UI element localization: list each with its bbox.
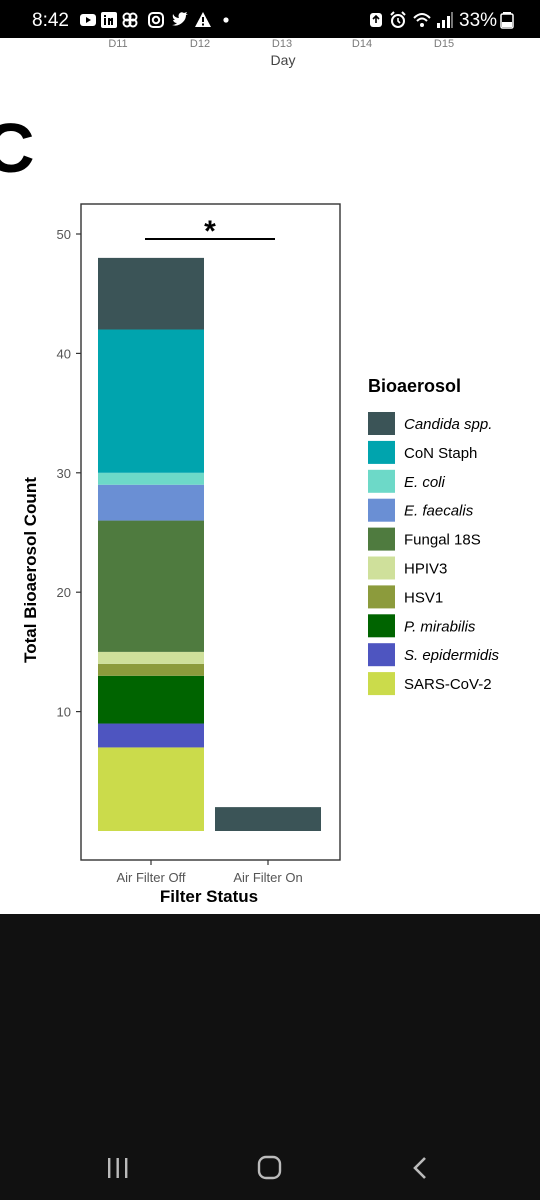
status-bar: 8:42 33% <box>0 0 540 38</box>
bar-segment <box>98 520 204 652</box>
previous-x-axis-title: Day <box>270 52 296 68</box>
bar-segment <box>98 257 204 330</box>
legend-label: S. epidermidis <box>404 647 500 664</box>
legend-label: P. mirabilis <box>404 618 476 635</box>
x-tick-label: Air Filter On <box>233 870 302 885</box>
bar-segment <box>98 484 204 521</box>
clock: 8:42 <box>32 10 69 31</box>
signal-icon <box>437 12 453 28</box>
recent-apps-icon[interactable] <box>106 1157 130 1179</box>
home-icon[interactable] <box>257 1155 283 1181</box>
x-axis-title: Filter Status <box>160 887 258 906</box>
panel-letter: C <box>0 109 35 187</box>
bar-segment <box>98 651 204 664</box>
bar-segment <box>98 747 204 831</box>
y-tick-label: 30 <box>57 466 71 481</box>
youtube-icon <box>80 14 96 26</box>
previous-chart-axis: D11 D12 D13 D14 D15 Day <box>0 38 540 70</box>
legend-title: Bioaerosol <box>368 376 461 396</box>
linkedin-icon <box>101 12 117 28</box>
legend-swatch <box>368 469 395 493</box>
day-tick-label: D11 <box>108 38 128 50</box>
day-tick-label: D13 <box>271 38 293 50</box>
legend-swatch <box>368 440 395 464</box>
legend-label: E. faecalis <box>404 503 474 520</box>
wifi-icon <box>413 13 431 27</box>
legend: Candida spp. CoN Staph E. coli E. faecalis F… <box>368 412 500 696</box>
bar-segment <box>98 663 204 676</box>
legend-label: Fungal 18S <box>404 532 481 549</box>
navigation-bar <box>0 1135 540 1200</box>
x-tick-label: Air Filter Off <box>116 870 185 885</box>
battery-level: 33% <box>459 10 498 31</box>
day-tick-label: D15 <box>433 38 455 50</box>
x-axis: Air Filter Off Air Filter On <box>116 860 303 885</box>
y-tick-label: 40 <box>57 346 71 361</box>
alarm-icon <box>390 11 406 28</box>
day-tick-label: D12 <box>189 38 211 50</box>
bar-segment <box>98 329 204 473</box>
legend-label: E. coli <box>404 474 446 491</box>
bar-segment <box>215 807 321 831</box>
recycle-icon <box>370 13 382 27</box>
y-tick-label: 50 <box>57 227 71 242</box>
back-icon[interactable] <box>410 1156 430 1180</box>
y-tick-label: 20 <box>57 585 71 600</box>
day-tick-label: D14 <box>351 38 373 50</box>
alert-icon <box>195 12 211 27</box>
pinwheel-icon <box>122 12 138 28</box>
bar-segment <box>98 723 204 748</box>
bars-group <box>98 257 321 831</box>
legend-swatch <box>368 527 395 551</box>
dot-icon <box>223 17 229 23</box>
y-tick-label: 10 <box>57 705 71 720</box>
legend-swatch <box>368 614 395 638</box>
legend-swatch <box>368 498 395 522</box>
legend-swatch <box>368 556 395 580</box>
plot-frame <box>80 203 341 861</box>
legend-label: HPIV3 <box>404 561 447 578</box>
legend-label: SARS-CoV-2 <box>404 676 492 693</box>
legend-swatch <box>368 585 395 609</box>
legend-label: HSV1 <box>404 589 443 606</box>
legend-swatch <box>368 643 395 667</box>
bar-segment <box>98 675 204 724</box>
legend-swatch <box>368 412 395 435</box>
instagram-icon <box>148 12 164 28</box>
y-axis: 10 20 30 40 50 <box>57 227 81 720</box>
twitter-icon <box>172 12 188 26</box>
stacked-bar-chart: 10 20 30 40 50 Air Filter Off Air Filter On *… <box>21 203 500 906</box>
bar-segment <box>98 472 204 485</box>
significance-marker: * <box>204 215 216 248</box>
y-axis-title: Total Bioaerosol Count <box>21 477 40 663</box>
battery-icon <box>500 12 514 29</box>
legend-label: Candida spp. <box>404 416 492 433</box>
legend-label: CoN Staph <box>404 445 477 462</box>
legend-swatch <box>368 672 395 696</box>
image-viewer[interactable]: D11 D12 D13 D14 D15 Day C 10 20 30 40 50 Air… <box>0 38 540 914</box>
